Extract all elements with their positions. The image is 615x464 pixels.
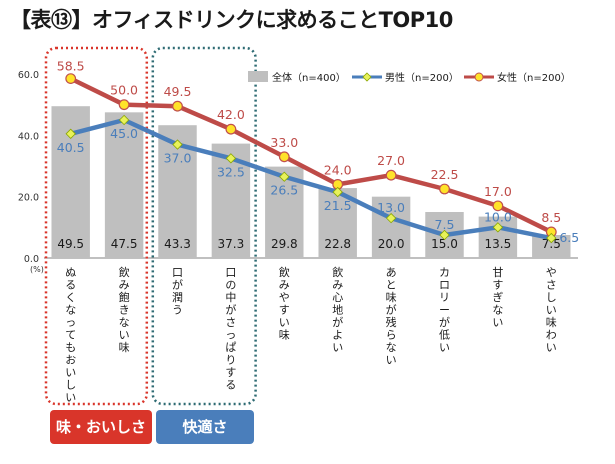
male-point — [546, 232, 557, 244]
male-value-label: 32.5 — [217, 164, 245, 179]
female-value-label: 27.0 — [377, 153, 405, 168]
group-box-comfort — [151, 46, 257, 406]
male-point — [439, 229, 450, 241]
bar-value-label: 37.3 — [218, 237, 245, 251]
bar-value-label: 13.5 — [485, 237, 512, 251]
legend-marker-male — [362, 72, 372, 82]
male-point — [279, 171, 290, 182]
male-value-label: 10.0 — [484, 209, 512, 224]
legend-label-male: 男性（n=200） — [385, 71, 459, 84]
bar-value-label: 49.5 — [57, 237, 84, 251]
male-value-label: 45.0 — [110, 126, 138, 141]
female-point — [385, 169, 397, 181]
female-value-label: 17.0 — [484, 184, 512, 199]
female-value-label: 58.5 — [57, 59, 85, 74]
female-point — [492, 200, 504, 212]
legend-marker-female — [474, 72, 484, 82]
x-category-label: 口の中がさっぱりする — [225, 266, 236, 392]
female-value-label: 8.5 — [541, 210, 561, 225]
bar-value-label: 22.8 — [324, 237, 351, 251]
male-line — [70, 117, 552, 241]
male-point — [172, 139, 183, 150]
male-value-label: 13.0 — [377, 200, 405, 215]
x-category-label: 飲み心地がよい — [332, 265, 343, 354]
female-value-label: 49.5 — [164, 84, 192, 99]
male-point — [332, 186, 343, 198]
female-value-label: 50.0 — [110, 83, 138, 98]
male-value-label: 6.5 — [559, 230, 579, 245]
chart-title: 【表⑬】オフィスドリンクに求めることTOP10 — [10, 8, 453, 32]
male-point — [65, 128, 76, 139]
x-category-label: 口が潤う — [172, 266, 183, 317]
bar — [371, 196, 411, 258]
female-line — [69, 76, 553, 234]
female-point — [278, 151, 290, 163]
male-point — [492, 222, 504, 233]
category-tag-taste: 味・おいしさ — [50, 410, 152, 444]
bar-value-label: 15.0 — [431, 237, 458, 251]
female-value-label: 42.0 — [217, 107, 245, 122]
female-point — [65, 73, 77, 84]
x-category-label: ぬるくなってもおいしい — [65, 266, 76, 404]
legend-label-female: 女性（n=200） — [497, 71, 571, 84]
male-value-label: 37.0 — [164, 151, 192, 166]
female-value-label: 24.0 — [324, 162, 352, 177]
y-tick-label: 20.0 — [18, 193, 39, 204]
female-value-label: 33.0 — [270, 135, 298, 150]
y-tick-label: 60.0 — [18, 70, 39, 81]
unit-label: (%) — [30, 265, 44, 274]
female-value-label: 22.5 — [431, 167, 459, 182]
bar — [104, 112, 144, 258]
x-category-label: やさしい味わい — [546, 266, 557, 354]
x-category-label: 飲み飽きない味 — [119, 265, 130, 354]
male-value-label: 7.5 — [435, 217, 455, 232]
x-category-label: カロリーが低い — [439, 266, 450, 354]
y-tick-label: 0.0 — [24, 254, 39, 265]
male-value-label: 26.5 — [270, 183, 298, 198]
legend-label-total: 全体（n=400） — [272, 71, 346, 84]
bar-value-label: 20.0 — [378, 237, 405, 251]
bar-value-label: 7.5 — [542, 237, 561, 251]
x-category-label: あと味が残らない — [386, 266, 397, 367]
female-point — [439, 183, 450, 195]
group-box-taste — [44, 46, 149, 406]
male-value-label: 40.5 — [57, 140, 85, 155]
bar-value-label: 47.5 — [111, 237, 138, 251]
y-tick-label: 40.0 — [18, 131, 39, 142]
x-category-label: 飲みやすい味 — [279, 265, 290, 342]
male-value-label: 21.5 — [324, 198, 352, 213]
male-point — [385, 212, 397, 224]
legend-swatch-total — [248, 71, 268, 82]
bar — [532, 235, 571, 258]
bar-value-label: 43.3 — [164, 237, 191, 251]
female-point — [118, 99, 130, 111]
female-point — [225, 123, 237, 135]
category-tag-comfort: 快適さ — [156, 410, 254, 444]
x-category-label: 甘すぎない — [492, 266, 503, 329]
male-point — [118, 114, 130, 126]
female-point — [172, 100, 183, 112]
male-point — [225, 153, 237, 164]
bar-value-label: 29.8 — [271, 237, 298, 251]
